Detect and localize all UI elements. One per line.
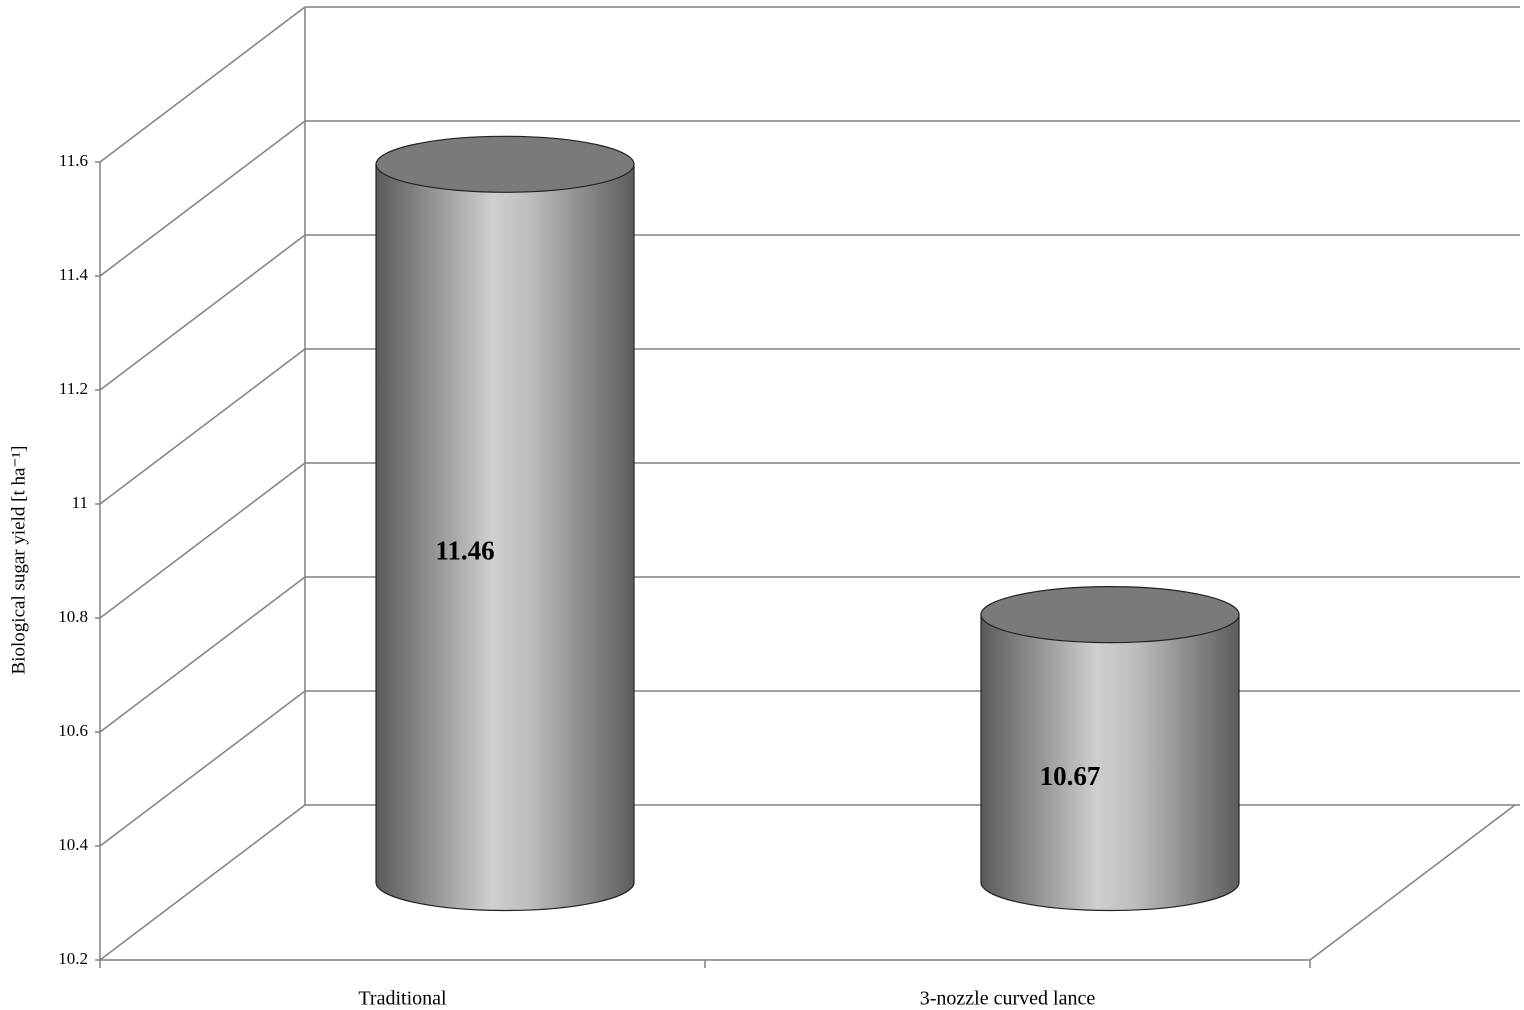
grid-line xyxy=(99,6,306,163)
value-label: 11.46 xyxy=(435,536,494,566)
y-tick-label: 11.6 xyxy=(59,151,88,170)
cylinder-body xyxy=(980,614,1240,912)
y-tick-label: 10.4 xyxy=(58,835,88,854)
grid-line xyxy=(99,120,306,277)
y-tick-label: 11.2 xyxy=(59,379,88,398)
cylinder-body xyxy=(375,163,635,912)
y-tick-label: 10.2 xyxy=(58,949,88,968)
y-tick-label: 11.4 xyxy=(59,265,89,284)
grid-line xyxy=(99,804,306,961)
cylinder-top xyxy=(375,135,635,193)
grid-line xyxy=(99,348,306,505)
y-tick-label: 10.6 xyxy=(58,721,88,740)
grid-line xyxy=(99,576,306,733)
grid-line xyxy=(99,462,306,619)
value-label: 10.67 xyxy=(1040,761,1101,791)
grid-line xyxy=(99,234,306,391)
cylinder-top xyxy=(980,585,1240,644)
floor-right-edge xyxy=(1309,804,1516,961)
y-tick-label: 11 xyxy=(72,493,88,512)
x-tick-label: 3-nozzle curved lance xyxy=(920,988,1096,1010)
grid-line xyxy=(99,690,306,847)
y-tick-label: 10.8 xyxy=(58,607,88,626)
y-axis-label: Biological sugar yield [t ha⁻¹] xyxy=(8,446,29,675)
x-tick-label: Traditional xyxy=(358,988,447,1010)
